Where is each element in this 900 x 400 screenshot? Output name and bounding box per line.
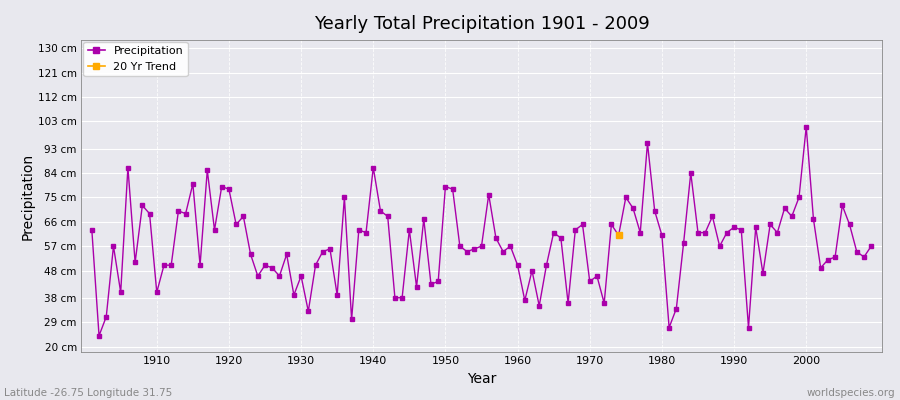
Title: Yearly Total Precipitation 1901 - 2009: Yearly Total Precipitation 1901 - 2009: [313, 15, 650, 33]
X-axis label: Year: Year: [467, 372, 496, 386]
Legend: Precipitation, 20 Yr Trend: Precipitation, 20 Yr Trend: [84, 42, 187, 76]
Text: Latitude -26.75 Longitude 31.75: Latitude -26.75 Longitude 31.75: [4, 388, 173, 398]
Y-axis label: Precipitation: Precipitation: [21, 152, 35, 240]
Text: worldspecies.org: worldspecies.org: [807, 388, 896, 398]
